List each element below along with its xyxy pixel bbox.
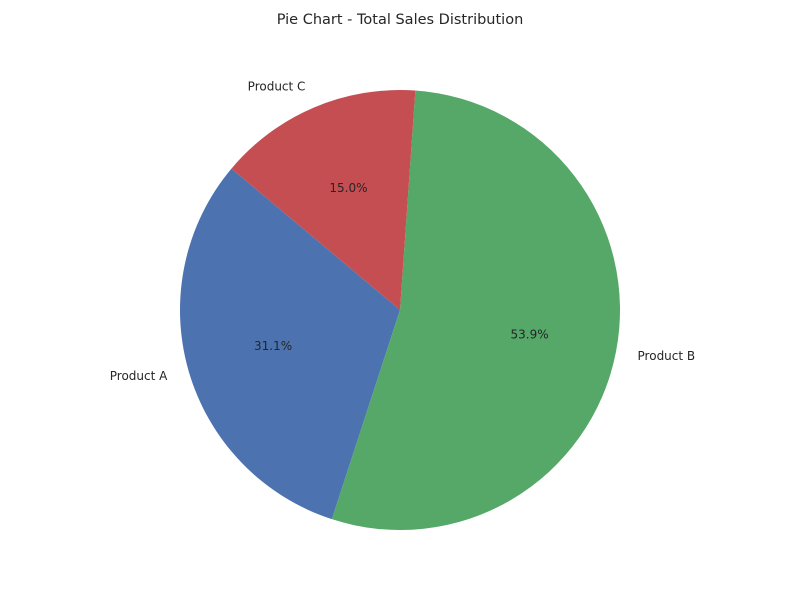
slice-label-product-b: Product B: [638, 349, 696, 363]
pie-slice-product-a: [180, 168, 400, 520]
slice-percent-product-a: 31.1%: [254, 339, 292, 353]
pie-slices: [180, 90, 620, 531]
slice-percent-product-b: 53.9%: [511, 328, 549, 342]
slice-label-product-c: Product C: [248, 80, 306, 94]
chart-title: Pie Chart - Total Sales Distribution: [276, 12, 524, 28]
pie-labels: Product A 31.1% Product B 53.9% Product C 15.…: [110, 80, 695, 383]
slice-label-product-a: Product A: [110, 369, 168, 383]
pie-slice-product-c: [231, 90, 416, 310]
pie-slice-product-b: [331, 90, 620, 531]
slice-percent-product-c: 15.0%: [329, 181, 367, 195]
